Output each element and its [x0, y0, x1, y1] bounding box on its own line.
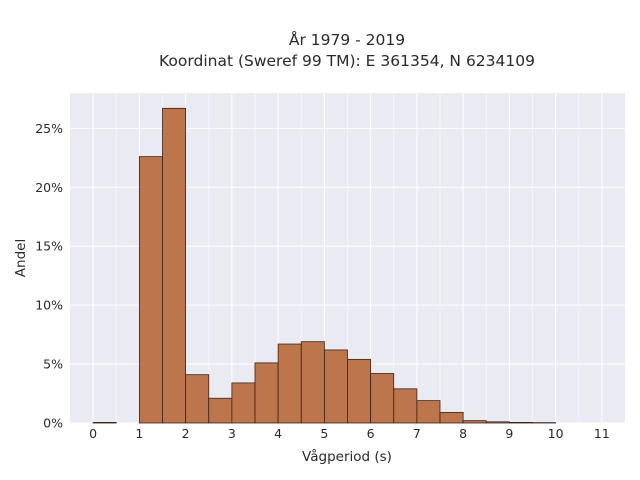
chart-title-line-1: År 1979 - 2019	[289, 30, 405, 49]
histogram-bar	[485, 421, 510, 424]
x-tick-label: 10	[548, 426, 564, 441]
histogram-bar	[138, 156, 163, 424]
x-tick-label: 1	[135, 426, 143, 441]
x-tick-label: 5	[320, 426, 328, 441]
histogram-bar	[208, 397, 233, 424]
y-tick-label: 5%	[43, 357, 63, 372]
x-tick-label: 6	[367, 426, 375, 441]
histogram-bar	[508, 422, 533, 424]
x-tick-label: 0	[89, 426, 97, 441]
histogram-bar	[370, 373, 395, 424]
y-tick-label: 20%	[35, 180, 63, 195]
histogram-bar	[393, 388, 418, 424]
histogram-bar	[347, 358, 372, 424]
x-tick-label: 7	[413, 426, 421, 441]
y-axis-label: Andel	[13, 239, 29, 277]
histogram-bar	[300, 341, 325, 424]
histogram-bar	[323, 349, 348, 424]
y-axis-ticks: 0% 5% 10% 15% 20% 25%	[35, 121, 63, 431]
histogram-bar	[231, 382, 256, 424]
histogram-bar	[254, 362, 279, 424]
x-axis-label: Vågperiod (s)	[302, 448, 392, 465]
x-tick-label: 2	[182, 426, 190, 441]
x-tick-label: 8	[459, 426, 467, 441]
chart-title-line-2: Koordinat (Sweref 99 TM): E 361354, N 62…	[159, 52, 535, 70]
x-tick-label: 9	[505, 426, 513, 441]
histogram-bar	[439, 411, 464, 424]
histogram-bar	[92, 422, 117, 424]
histogram-bar	[277, 343, 302, 424]
histogram-bar	[462, 420, 487, 424]
x-axis-ticks: 0 1 2 3 4 5 6 7 8 9 10 11	[89, 426, 610, 441]
x-tick-label: 4	[274, 426, 282, 441]
histogram-bar	[416, 400, 441, 424]
x-tick-label: 11	[594, 426, 610, 441]
histogram-bar	[185, 374, 210, 424]
y-tick-label: 25%	[35, 121, 63, 136]
y-tick-label: 10%	[35, 298, 63, 313]
x-tick-label: 3	[228, 426, 236, 441]
histogram-bar	[162, 107, 187, 424]
y-tick-label: 15%	[35, 239, 63, 254]
y-tick-label: 0%	[43, 416, 63, 431]
bars	[92, 107, 557, 424]
